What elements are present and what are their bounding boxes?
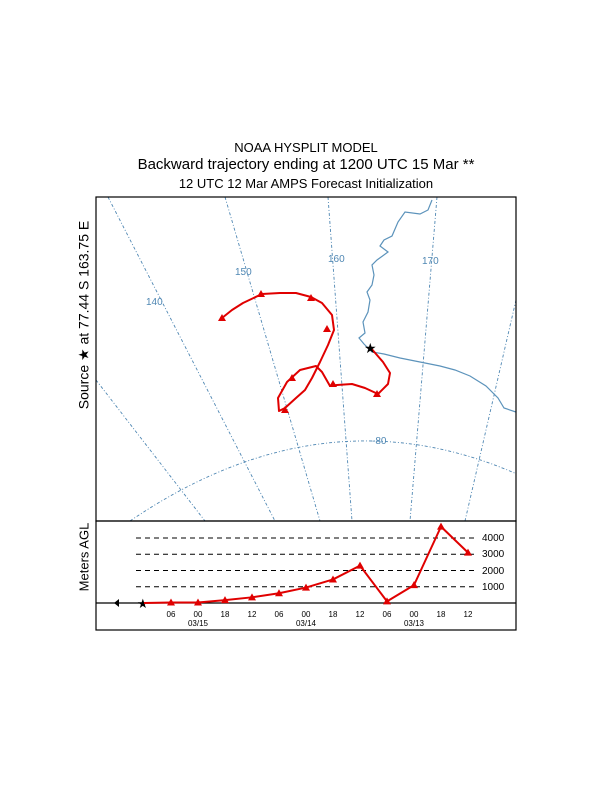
trajectory-marker (323, 325, 331, 332)
hour-tick-label: 00 (302, 610, 311, 619)
altitude-series (143, 522, 472, 606)
meridian-label-140: 140 (146, 297, 163, 308)
parallel-label-80: -80 (372, 436, 387, 447)
meridian-line (464, 299, 516, 521)
altitude-point (356, 561, 364, 569)
meridian-label-160: 160 (328, 254, 345, 265)
meridian-line (327, 197, 353, 521)
altitude-point (383, 597, 391, 605)
trajectory-marker (288, 374, 296, 381)
map-frame (95, 196, 517, 522)
meridian-line (96, 379, 206, 521)
model-title: NOAA HYSPLIT MODEL (234, 140, 378, 155)
trajectory-marker (218, 314, 226, 321)
hour-tick-label: 18 (221, 610, 230, 619)
reference-lines (136, 537, 476, 588)
hour-tick-label: 18 (329, 610, 338, 619)
trajectory-marker (257, 290, 265, 297)
trajectory-marker (281, 406, 289, 413)
trajectory-marker (329, 380, 337, 387)
date-label: 03/14 (296, 619, 317, 628)
date-label: 03/13 (404, 619, 425, 628)
meridian-line (107, 197, 276, 521)
source-star-icon-altitude: ★ (137, 597, 149, 612)
coastline (358, 199, 516, 413)
start-marker (114, 599, 119, 607)
altitude-panel: 1000 2000 3000 4000 06 00 18 12 06 00 18… (95, 520, 517, 631)
reference-labels: 1000 2000 3000 4000 (482, 533, 505, 593)
hour-tick-label: 18 (437, 610, 446, 619)
altitude-point (167, 598, 175, 606)
trajectory-marker (307, 294, 315, 301)
level-label-3000: 3000 (482, 549, 505, 560)
altitude-point (248, 593, 256, 601)
hour-tick-label: 06 (275, 610, 284, 619)
altitude-point (302, 583, 310, 591)
date-label: 03/15 (188, 619, 209, 628)
source-star-icon: ★ (364, 341, 377, 357)
meridian-line (224, 197, 321, 521)
hour-tick-label: 12 (248, 610, 257, 619)
hour-tick-label: 06 (383, 610, 392, 619)
altitude-point (437, 522, 445, 530)
altitude-point (194, 598, 202, 606)
hour-ticks: 06 00 18 12 06 00 18 12 06 00 18 12 (167, 610, 473, 619)
level-label-2000: 2000 (482, 566, 505, 577)
altitude-point (410, 581, 418, 589)
altitude-point (275, 589, 283, 597)
altitude-frame (95, 520, 517, 631)
hour-tick-label: 00 (194, 610, 203, 619)
hour-tick-label: 12 (464, 610, 473, 619)
trajectory-marker (373, 390, 381, 397)
hour-tick-label: 12 (356, 610, 365, 619)
altitude-point (329, 575, 337, 583)
hour-tick-label: 06 (167, 610, 176, 619)
hour-tick-label: 00 (410, 610, 419, 619)
parallel-line (129, 440, 516, 521)
level-label-4000: 4000 (482, 533, 505, 544)
trajectory-title: Backward trajectory ending at 1200 UTC 1… (137, 156, 475, 173)
map-panel: 140 150 160 170 -80 ★ (96, 197, 516, 521)
meridian-label-170: 170 (422, 256, 439, 267)
altitude-point (221, 596, 229, 604)
initialization-subtitle: 12 UTC 12 Mar AMPS Forecast Initializati… (178, 176, 434, 191)
meridian-label-150: 150 (235, 267, 252, 278)
altitude-point (464, 548, 472, 556)
meridian-line (409, 197, 438, 521)
level-label-1000: 1000 (482, 582, 505, 593)
date-labels: 03/15 03/14 03/13 (188, 619, 425, 628)
